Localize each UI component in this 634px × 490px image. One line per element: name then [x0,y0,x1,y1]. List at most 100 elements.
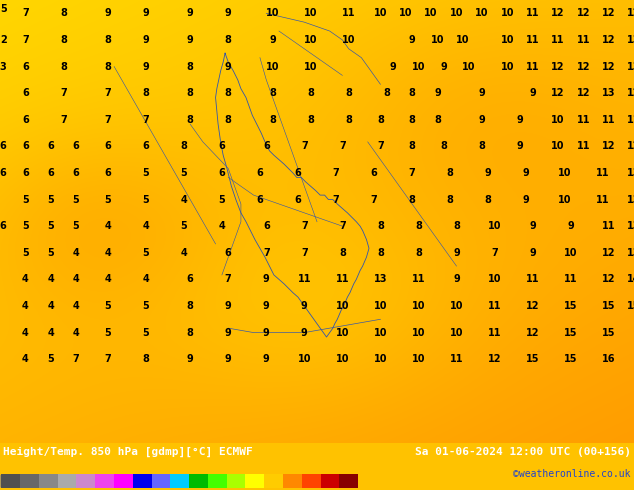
Text: 4: 4 [143,221,149,231]
Text: 13: 13 [627,35,634,45]
Text: 6: 6 [105,141,111,151]
Text: 5: 5 [143,248,149,258]
Text: 4: 4 [73,328,79,338]
Text: 12: 12 [551,62,565,72]
Text: 9: 9 [301,301,307,311]
Text: 8: 8 [409,141,415,151]
Text: 10: 10 [411,62,425,72]
Text: 4: 4 [181,195,187,204]
Text: 8: 8 [415,221,422,231]
Text: 8: 8 [409,88,415,98]
Bar [339,474,358,488]
Text: 4: 4 [105,274,111,284]
Text: 6: 6 [48,168,54,178]
Text: 9: 9 [225,8,231,18]
Text: 9: 9 [479,88,485,98]
Text: 3: 3 [0,62,6,72]
Text: 12: 12 [627,141,634,151]
Text: 12: 12 [551,8,565,18]
Bar [58,474,77,488]
Bar [152,474,171,488]
Text: 10: 10 [335,328,349,338]
Text: 11: 11 [564,274,578,284]
Text: 9: 9 [390,62,396,72]
Text: 6: 6 [295,195,301,204]
Text: 9: 9 [225,328,231,338]
Text: 9: 9 [269,35,276,45]
Text: 12: 12 [576,62,590,72]
Text: 10: 10 [500,35,514,45]
Text: 9: 9 [263,301,269,311]
Text: 4: 4 [105,221,111,231]
Text: 6: 6 [22,168,29,178]
Text: 8: 8 [377,248,384,258]
Text: 10: 10 [373,354,387,364]
Text: 12: 12 [602,35,616,45]
Text: 11: 11 [450,354,463,364]
Text: 12: 12 [488,354,501,364]
Text: 8: 8 [415,248,422,258]
Bar [227,474,245,488]
Text: 5: 5 [143,328,149,338]
Text: 5: 5 [181,168,187,178]
Text: 11: 11 [602,115,616,125]
Text: 6: 6 [219,141,225,151]
Text: 13: 13 [602,88,616,98]
Text: 4: 4 [48,301,54,311]
Text: 6: 6 [0,141,6,151]
Text: 8: 8 [307,115,314,125]
Text: 10: 10 [342,35,356,45]
Text: 11: 11 [576,141,590,151]
Text: 6: 6 [295,168,301,178]
Text: 7: 7 [409,168,415,178]
Text: 4: 4 [48,274,54,284]
Text: 10: 10 [450,8,463,18]
Bar [1,474,20,488]
Text: 15: 15 [602,301,616,311]
Text: 8: 8 [225,115,231,125]
Text: 11: 11 [488,301,501,311]
Text: 13: 13 [627,62,634,72]
Text: 9: 9 [434,88,441,98]
Text: 9: 9 [143,62,149,72]
Bar [95,474,114,488]
Text: 4: 4 [219,221,225,231]
Text: 12: 12 [526,328,540,338]
Text: 8: 8 [187,328,193,338]
Text: 7: 7 [143,115,149,125]
Bar [321,474,339,488]
Text: 12: 12 [576,8,590,18]
Text: 9: 9 [143,35,149,45]
Bar [245,474,264,488]
Text: 10: 10 [450,301,463,311]
Text: 10: 10 [488,221,501,231]
Text: 10: 10 [411,328,425,338]
Text: 8: 8 [384,88,390,98]
Text: 10: 10 [304,62,318,72]
Text: 8: 8 [187,301,193,311]
Text: 11: 11 [576,35,590,45]
Text: 7: 7 [73,354,79,364]
Text: 10: 10 [373,328,387,338]
Text: 5: 5 [105,195,111,204]
Text: 7: 7 [60,115,67,125]
Text: 7: 7 [491,248,498,258]
Text: 15: 15 [564,301,578,311]
Text: 7: 7 [301,248,307,258]
Text: 4: 4 [22,328,29,338]
Text: 8: 8 [60,8,67,18]
Text: 10: 10 [456,35,470,45]
Text: 6: 6 [22,115,29,125]
Text: 4: 4 [73,274,79,284]
Text: 11: 11 [342,8,356,18]
Text: 10: 10 [373,8,387,18]
Text: 11: 11 [526,62,540,72]
Text: 9: 9 [187,354,193,364]
Text: 9: 9 [529,221,536,231]
Text: 8: 8 [409,195,415,204]
Text: 16: 16 [602,354,616,364]
Text: 9: 9 [529,248,536,258]
Text: 10: 10 [266,8,280,18]
Text: 5: 5 [0,4,6,14]
Text: 7: 7 [263,248,269,258]
